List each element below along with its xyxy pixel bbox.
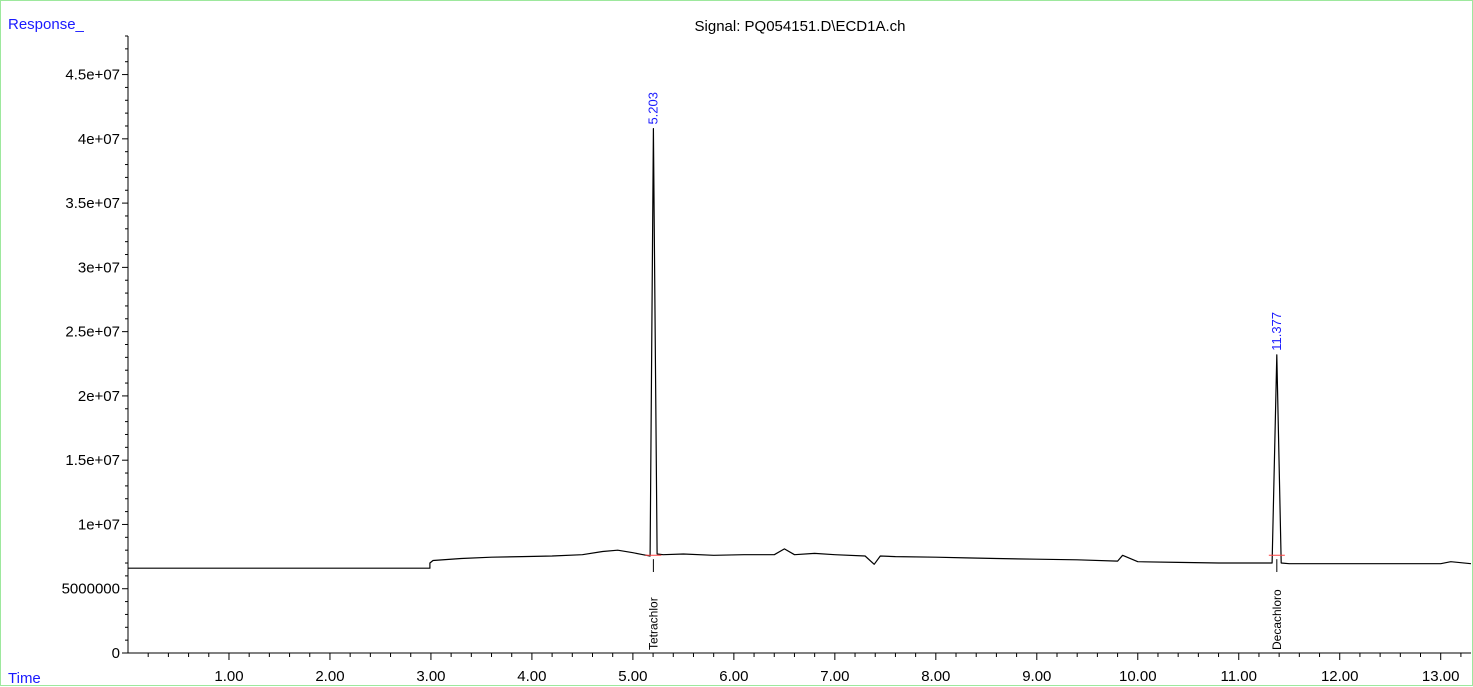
x-tick-label: 6.00 — [719, 668, 748, 685]
x-tick-label: 3.00 — [416, 668, 445, 685]
y-tick-label: 4.5e+07 — [65, 67, 120, 84]
compound-label: Tetrachlor — [646, 597, 660, 650]
signal-trace — [128, 128, 1472, 569]
peak-rt-label: 11.377 — [1269, 312, 1284, 351]
peak-rt-label: 5.203 — [645, 92, 660, 125]
x-tick-label: 4.00 — [517, 668, 546, 685]
y-tick-label: 1.5e+07 — [65, 452, 120, 469]
chart-title: Signal: PQ054151.D\ECD1A.ch — [694, 18, 906, 35]
x-axis-label: Time — [8, 670, 41, 687]
x-tick-label: 12.00 — [1321, 668, 1359, 685]
x-tick-label: 8.00 — [921, 668, 950, 685]
x-tick-label: 11.00 — [1221, 668, 1257, 685]
y-axis-label: Response_ — [8, 16, 84, 33]
y-tick-label: 3.5e+07 — [65, 195, 120, 212]
y-tick-label: 0 — [112, 645, 120, 662]
x-tick-label: 1.00 — [214, 668, 243, 685]
x-tick-label: 2.00 — [315, 668, 344, 685]
x-tick-label: 13.00 — [1422, 668, 1460, 685]
y-tick-label: 5000000 — [62, 581, 120, 598]
x-tick-label: 5.00 — [618, 668, 647, 685]
y-tick-label: 3e+07 — [78, 259, 120, 276]
y-tick-label: 1e+07 — [78, 516, 120, 533]
x-tick-label: 9.00 — [1022, 668, 1051, 685]
x-tick-label: 10.00 — [1119, 668, 1157, 685]
x-tick-label: 7.00 — [820, 668, 849, 685]
y-tick-label: 2e+07 — [78, 388, 120, 405]
y-tick-label: 4e+07 — [78, 131, 120, 148]
compound-label: Decachloro — [1270, 589, 1284, 650]
y-tick-label: 2.5e+07 — [65, 324, 120, 341]
